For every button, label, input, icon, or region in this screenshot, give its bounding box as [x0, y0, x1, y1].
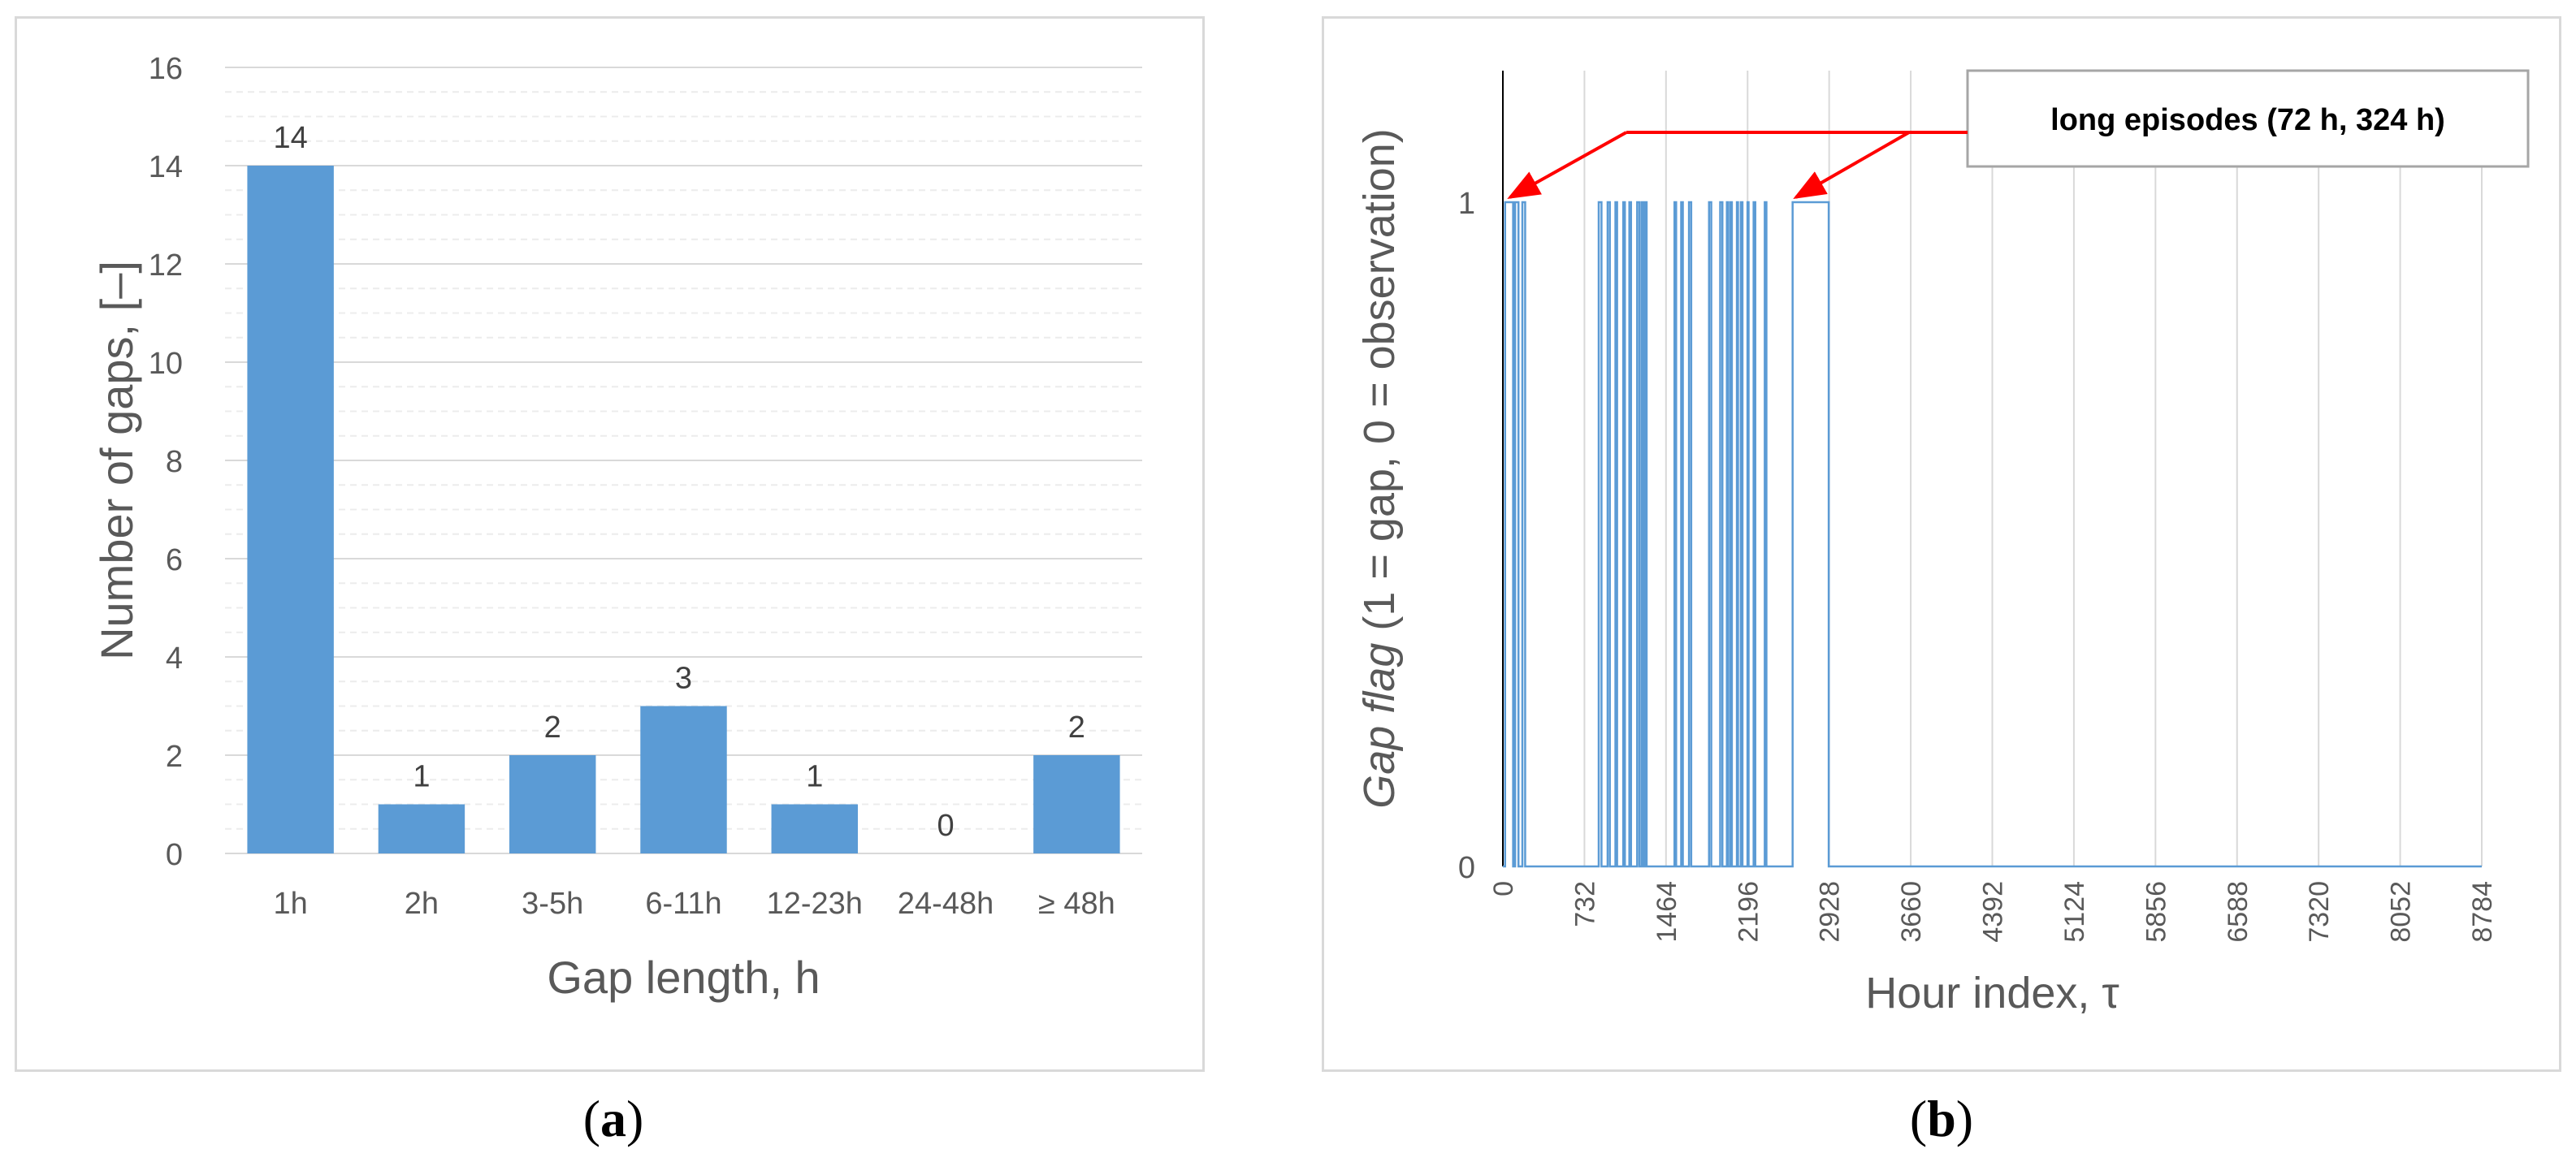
gap-flag-line-chart: 0 732 1464 2196 2928 3660 4392 5124 5856 6588 7320… [1355, 69, 2530, 1017]
annotation-text: long episodes (72 h, 324 h) [2050, 103, 2445, 137]
data-label: 0 [937, 809, 955, 843]
bar [247, 166, 334, 853]
x-tick-label: 2928 [1815, 881, 1846, 943]
data-label: 14 [274, 121, 308, 155]
data-label: 1 [413, 760, 430, 794]
x-tick-label: 6-11h [645, 887, 721, 921]
y-tick-label: 14 [149, 150, 183, 184]
x-tick-label: 732 [1569, 881, 1600, 927]
x-tick-label: 1h [274, 887, 308, 921]
y-axis-title: Number of gaps, [–] [91, 261, 142, 660]
caption-b-close: ) [1955, 1090, 1974, 1147]
y-tick-label: 2 [166, 740, 183, 774]
y-tick-label: 12 [149, 248, 183, 283]
data-label: 3 [675, 662, 692, 696]
x-axis-title: Gap length, h [547, 952, 820, 1003]
x-tick-label: 4392 [1978, 881, 2009, 943]
x-tick-label: ≥ 48h [1038, 887, 1115, 921]
y-tick-label: 1 [1458, 187, 1475, 221]
caption-a: (a) [532, 1086, 695, 1151]
x-tick-label: 24-48h [898, 887, 994, 921]
data-label: 2 [1068, 711, 1085, 745]
x-tick-label: 8052 [2386, 881, 2417, 943]
x-tick-label: 7320 [2304, 881, 2335, 943]
x-tick-label: 5124 [2059, 881, 2090, 943]
caption-a-close: ) [626, 1090, 644, 1147]
y-axis-title: Gap flag (1 = gap, 0 = observation) [1355, 128, 1404, 809]
caption-a-letter: a [600, 1090, 626, 1147]
gap-length-bar-chart: 0 2 4 6 8 10 12 14 16 14 1h 1 2h 2 3-5h 3 6-11h 1 12-23h 0 2… [91, 52, 1142, 1003]
x-tick-label: 3660 [1896, 881, 1927, 943]
y-tick-label: 8 [166, 445, 183, 479]
bar [509, 755, 596, 853]
annotation-arrow-short-episode [1507, 131, 1627, 199]
annotation-arrow-long-episode [1793, 131, 1910, 199]
y-tick-label: 16 [149, 52, 183, 86]
bar [1033, 755, 1120, 853]
caption-a-open: ( [582, 1090, 600, 1147]
bar [640, 706, 727, 853]
caption-b-open: ( [1909, 1090, 1928, 1147]
panel-b: 0 732 1464 2196 2928 3660 4392 5124 5856 6588 7320… [1322, 16, 2561, 1072]
y-tick-label: 0 [1458, 851, 1475, 885]
x-tick-label: 2h [405, 887, 439, 921]
caption-b: (b) [1860, 1086, 2023, 1151]
x-tick-label: 0 [1488, 881, 1519, 896]
y-axis-title-rest: (1 = gap, 0 = observation) [1355, 128, 1404, 642]
x-axis-title: Hour index, τ [1865, 969, 2119, 1017]
data-label: 2 [544, 711, 561, 745]
y-tick-label: 4 [166, 641, 183, 676]
data-label: 1 [806, 760, 823, 794]
panel-a: 0 2 4 6 8 10 12 14 16 14 1h 1 2h 2 3-5h 3 6-11h 1 12-23h 0 2… [15, 16, 1205, 1072]
y-tick-label: 6 [166, 543, 183, 577]
y-tick-label: 0 [166, 838, 183, 872]
x-tick-label: 8784 [2467, 881, 2498, 943]
gap-flag-series [1503, 201, 2482, 868]
bar [378, 804, 465, 853]
annotation-box [1966, 69, 2530, 168]
x-tick-label: 1464 [1652, 881, 1682, 943]
x-tick-label: 3-5h [522, 887, 583, 921]
y-axis-title-italic: Gap flag [1355, 643, 1404, 809]
x-tick-label: 6588 [2223, 881, 2253, 943]
caption-b-letter: b [1927, 1090, 1956, 1147]
bar [771, 804, 859, 853]
x-tick-label: 12-23h [767, 887, 863, 921]
y-tick-label: 10 [149, 347, 183, 381]
x-tick-label: 5856 [2141, 881, 2171, 943]
x-tick-label: 2196 [1733, 881, 1764, 943]
